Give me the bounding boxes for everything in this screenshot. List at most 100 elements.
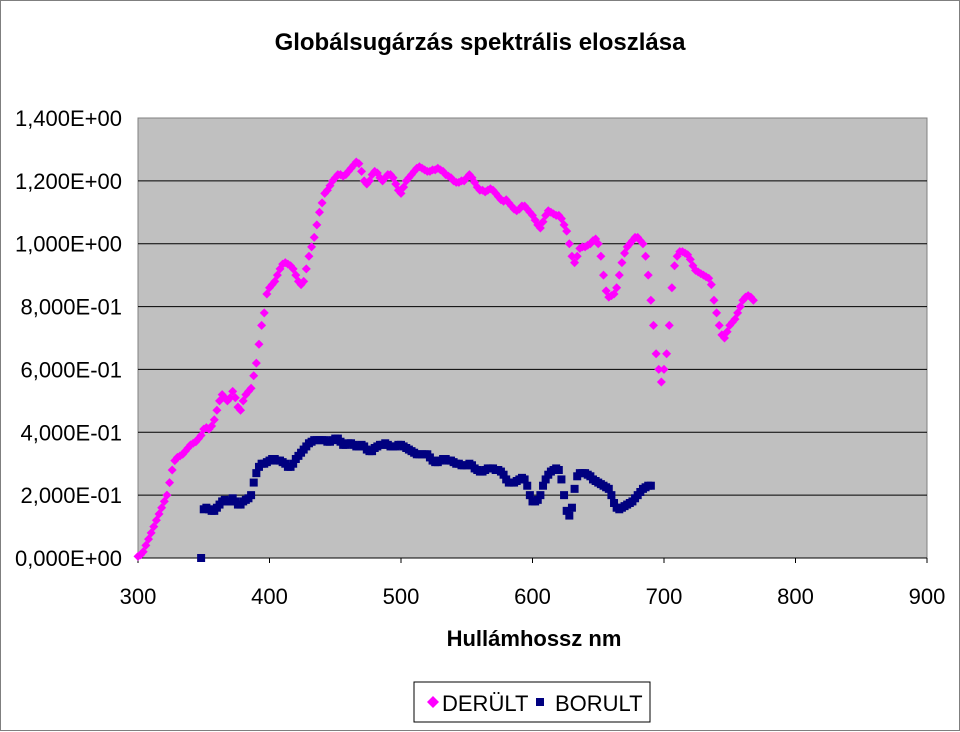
- data-point: [246, 383, 256, 393]
- legend-marker-derult: [427, 696, 439, 708]
- data-point: [683, 250, 693, 260]
- x-tick-label: 900: [909, 584, 946, 609]
- y-tick-labels: 0,000E+00 2,000E-01 4,000E-01 6,000E-01 8,00…: [15, 106, 122, 571]
- data-point: [614, 270, 624, 280]
- y-tick-label: 4,000E-01: [20, 420, 122, 445]
- data-point: [560, 491, 569, 500]
- data-point: [523, 481, 532, 490]
- data-point: [317, 198, 327, 208]
- data-point: [539, 481, 548, 490]
- x-tick-label: 700: [646, 584, 683, 609]
- series-borult: [197, 434, 655, 562]
- data-point: [612, 283, 622, 293]
- data-point: [610, 499, 619, 507]
- data-point: [712, 308, 722, 318]
- data-point: [304, 251, 314, 261]
- plot-area: [137, 117, 928, 559]
- data-point: [299, 276, 309, 286]
- data-point: [648, 320, 658, 330]
- data-point: [638, 239, 648, 249]
- y-tick-label: 2,000E-01: [20, 483, 122, 508]
- data-point: [565, 511, 574, 520]
- data-point: [714, 320, 724, 330]
- data-point: [209, 415, 219, 425]
- y-tick-label: 1,000E+00: [15, 232, 122, 257]
- data-point: [664, 320, 674, 330]
- data-point: [651, 349, 661, 359]
- data-point: [162, 490, 172, 500]
- data-point: [641, 251, 651, 261]
- data-point: [197, 554, 206, 562]
- data-point: [656, 377, 666, 387]
- data-point: [354, 159, 364, 169]
- data-point: [167, 465, 177, 475]
- data-point: [230, 393, 240, 403]
- x-tick-label: 300: [120, 584, 157, 609]
- data-point: [596, 251, 606, 261]
- data-point: [562, 226, 572, 236]
- legend-label-derult: DERÜLT: [442, 691, 528, 716]
- data-point: [554, 466, 563, 474]
- data-point: [557, 475, 566, 484]
- data-point: [259, 308, 269, 318]
- y-tick-label: 0,000E+00: [15, 546, 122, 571]
- legend-box: [413, 681, 651, 723]
- data-point: [662, 349, 672, 359]
- y-tick-label: 1,400E+00: [15, 106, 122, 131]
- data-point: [593, 239, 603, 249]
- data-point: [748, 295, 758, 305]
- data-point: [506, 201, 516, 211]
- data-point: [646, 295, 656, 305]
- data-point: [562, 506, 571, 515]
- data-point: [533, 495, 542, 504]
- data-point: [536, 491, 545, 500]
- y-tick-label: 8,000E-01: [20, 295, 122, 320]
- data-point: [212, 405, 222, 415]
- data-point: [247, 491, 256, 500]
- data-point: [564, 239, 574, 249]
- data-point: [499, 470, 508, 479]
- data-point: [599, 270, 609, 280]
- data-point: [706, 280, 716, 290]
- data-point: [617, 258, 627, 268]
- legend-marker-borult: [536, 698, 544, 706]
- data-point: [301, 264, 311, 274]
- data-point: [607, 491, 616, 500]
- data-point: [520, 475, 529, 484]
- data-point: [643, 270, 653, 280]
- legend: DERÜLT BORULT: [413, 681, 651, 723]
- data-point: [165, 478, 175, 488]
- data-point: [659, 364, 669, 374]
- x-tick-label: 600: [514, 584, 551, 609]
- data-point: [251, 358, 261, 368]
- data-point: [570, 484, 579, 493]
- data-point: [541, 475, 550, 484]
- data-point: [567, 503, 576, 512]
- data-point: [670, 261, 680, 271]
- data-point: [357, 166, 367, 176]
- data-point: [646, 481, 655, 490]
- y-tick-label: 1,200E+00: [15, 169, 122, 194]
- data-point: [314, 207, 324, 217]
- data-point: [604, 484, 613, 493]
- data-point: [667, 283, 677, 293]
- data-point: [249, 371, 259, 381]
- y-tick-label: 6,000E-01: [20, 357, 122, 382]
- data-point: [504, 198, 514, 208]
- data-point: [257, 320, 267, 330]
- data-point: [254, 339, 264, 349]
- data-point: [307, 242, 317, 252]
- legend-label-borult: BORULT: [555, 691, 643, 716]
- data-point: [654, 364, 664, 374]
- data-point: [572, 251, 582, 261]
- data-point: [236, 405, 246, 415]
- x-tick-label: 800: [777, 584, 814, 609]
- data-point: [289, 459, 298, 468]
- data-point: [709, 295, 719, 305]
- x-tick-label: 400: [251, 584, 288, 609]
- data-point: [249, 478, 258, 487]
- x-tick-labels: 300 400 500 600 700 800 900: [120, 558, 946, 609]
- x-tick-label: 500: [383, 584, 420, 609]
